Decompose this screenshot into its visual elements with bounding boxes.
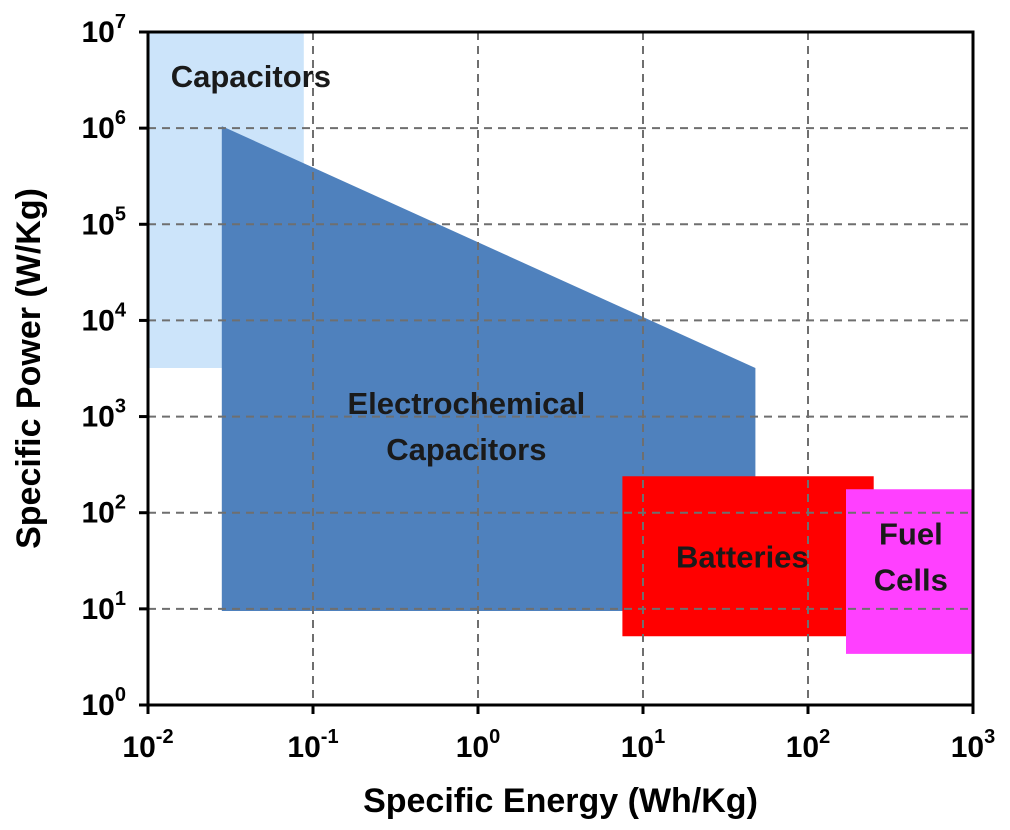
y-tick-label: 105 <box>82 203 127 241</box>
x-tick-base: 10 <box>786 731 819 764</box>
y-tick-label: 104 <box>82 299 127 337</box>
region-label-line: Batteries <box>676 540 809 575</box>
region-label-electrochemical-capacitors: Electrochemical Capacitors <box>347 386 585 467</box>
region-label-line: Fuel <box>879 517 943 552</box>
y-tick-base: 10 <box>82 304 115 337</box>
x-tick-label: 100 <box>456 726 501 764</box>
y-tick-exponent: 5 <box>115 203 126 225</box>
y-tick-label: 103 <box>82 396 127 434</box>
y-tick-exponent: 1 <box>115 588 126 610</box>
y-tick-label: 102 <box>82 492 127 530</box>
x-tick-label: 101 <box>621 726 666 764</box>
y-tick-base: 10 <box>82 16 115 49</box>
x-tick-base: 10 <box>122 731 155 764</box>
region-labels-layer: Capacitors Electrochemical Capacitors Batte… <box>171 59 948 598</box>
region-label-line: Capacitors <box>171 59 331 94</box>
y-tick-base: 10 <box>82 593 115 626</box>
x-tick-exponent: 3 <box>984 726 995 748</box>
ticks-layer: 10-2 10-1 100 101 102 10310010110210310410510… <box>82 11 996 764</box>
region-label-capacitors: Capacitors <box>171 59 331 94</box>
region-electrochemical-capacitors <box>221 126 756 611</box>
y-tick-base: 10 <box>82 112 115 145</box>
y-tick-base: 10 <box>82 689 115 722</box>
y-tick-exponent: 6 <box>115 107 126 129</box>
y-tick-base: 10 <box>82 208 115 241</box>
x-tick-label: 102 <box>786 726 831 764</box>
y-tick-exponent: 3 <box>115 396 126 418</box>
x-tick-base: 10 <box>287 731 320 764</box>
x-tick-exponent: -2 <box>156 726 174 748</box>
y-tick-label: 101 <box>82 588 127 626</box>
y-axis-title: Specific Power (W/Kg) <box>10 188 48 549</box>
x-tick-exponent: 0 <box>489 726 500 748</box>
y-tick-label: 100 <box>82 684 127 722</box>
x-tick-base: 10 <box>621 731 654 764</box>
grid-layer <box>148 32 973 705</box>
regions-layer <box>148 32 973 654</box>
y-tick-label: 107 <box>82 11 127 49</box>
x-tick-base: 10 <box>951 731 984 764</box>
x-tick-label: 103 <box>951 726 996 764</box>
x-axis-title: Specific Energy (Wh/Kg) <box>363 782 758 820</box>
region-batteries <box>622 476 874 637</box>
region-label-line: Electrochemical <box>347 386 585 421</box>
region-label-line: Cells <box>874 563 948 598</box>
x-tick-label: 10-1 <box>287 726 338 764</box>
y-tick-exponent: 4 <box>115 299 127 321</box>
y-tick-exponent: 7 <box>115 11 126 33</box>
x-tick-base: 10 <box>456 731 489 764</box>
x-tick-label: 10-2 <box>122 726 173 764</box>
region-label-line: Capacitors <box>386 432 546 467</box>
x-tick-exponent: -1 <box>321 726 339 748</box>
y-tick-label: 106 <box>82 107 127 145</box>
x-tick-exponent: 2 <box>819 726 830 748</box>
x-tick-exponent: 1 <box>654 726 665 748</box>
region-fuel-cells <box>846 489 973 654</box>
y-tick-exponent: 0 <box>115 684 126 706</box>
region-label-batteries: Batteries <box>676 540 809 575</box>
y-tick-base: 10 <box>82 401 115 434</box>
y-tick-base: 10 <box>82 497 115 530</box>
region-label-fuel-cells: Fuel Cells <box>874 517 948 598</box>
y-tick-exponent: 2 <box>115 492 126 514</box>
plot-frame <box>146 30 975 707</box>
